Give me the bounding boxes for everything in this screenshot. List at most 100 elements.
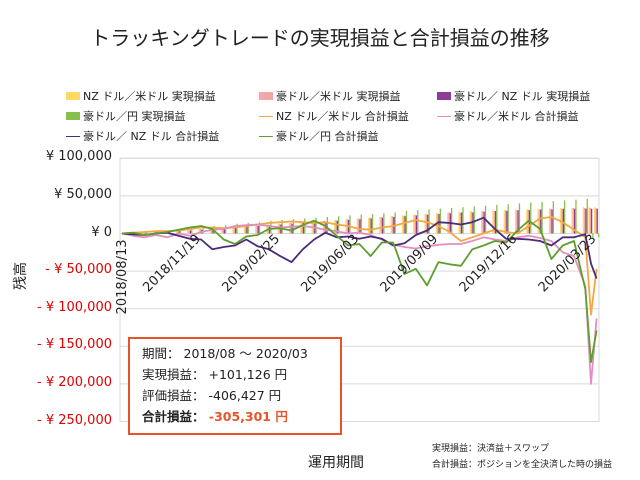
bar-1 (425, 213, 428, 234)
bar-0 (514, 209, 517, 234)
bar-0 (153, 231, 155, 234)
bar-2 (585, 208, 587, 234)
bar-2 (223, 228, 225, 234)
bar-3 (236, 223, 238, 234)
summary-total: 合計損益： -305,301 円 (142, 406, 340, 427)
summary-realized: 実現損益： +101,126 円 (142, 364, 340, 385)
bar-2 (415, 215, 418, 234)
bar-3 (179, 229, 182, 234)
bar-0 (379, 216, 381, 234)
unrealized-value: -406,427 円 (208, 388, 282, 403)
bar-2 (574, 208, 576, 234)
legend-label: 豪ドル／ NZ ドル 実現損益 (454, 90, 591, 103)
x-tick-label: 2018/08/13 (115, 240, 130, 315)
bar-2 (517, 210, 519, 234)
bar-0 (481, 210, 483, 234)
bar-0 (424, 213, 426, 234)
bar-3 (518, 203, 521, 234)
bar-0 (334, 219, 336, 234)
bar-0 (255, 225, 257, 234)
legend-line (259, 135, 273, 137)
y-tick-label: - ¥ 250,000 (37, 412, 112, 428)
legend-label: 豪ドル／米ドル 実現損益 (276, 90, 401, 103)
bar-1 (335, 219, 337, 234)
bar-1 (482, 210, 484, 234)
legend-label: 豪ドル／円 実現損益 (83, 110, 186, 123)
bar-1 (358, 218, 360, 234)
legend-item: 豪ドル／米ドル 実現損益 (259, 88, 401, 104)
bar-3 (383, 213, 385, 234)
bar-1 (572, 207, 574, 234)
plot-border (119, 157, 600, 423)
bar-1 (256, 225, 258, 234)
bar-1 (459, 212, 461, 234)
bar-3 (202, 227, 204, 234)
bar-3 (462, 207, 464, 234)
bar-0 (266, 224, 268, 234)
legend-line (66, 135, 80, 137)
bar-2 (257, 225, 259, 234)
bar-0 (221, 227, 223, 234)
x-tick-label: 2019/06/03 (299, 232, 363, 296)
bar-2 (370, 218, 372, 234)
bar-2 (438, 213, 440, 234)
bar-0 (356, 218, 358, 234)
bar-0 (401, 215, 404, 234)
bar-1 (369, 217, 371, 234)
bar-3 (592, 233, 594, 238)
y-tick-label: ¥ 50,000 (54, 186, 112, 202)
bar-2 (246, 226, 248, 234)
period-label: 期間： (142, 346, 180, 361)
bar-3 (473, 206, 475, 234)
bar-1 (595, 207, 597, 234)
bar-1 (504, 210, 507, 234)
bar-2 (506, 210, 508, 234)
bar-2 (461, 212, 463, 234)
bar-3 (428, 209, 430, 234)
bar-1 (324, 220, 326, 234)
x-tick-label: 2018/11/19 (140, 232, 204, 296)
y-tick-label: ¥ 0 (91, 224, 112, 240)
bar-3 (439, 208, 441, 234)
bar-2 (590, 208, 593, 234)
x-tick-label: 2019/12/16 (457, 232, 521, 296)
total-value: -305,301 円 (208, 409, 288, 424)
bar-1 (301, 222, 303, 234)
legend-label: NZ ドル／米ドル 合計損益 (276, 110, 409, 123)
legend-line (437, 115, 451, 117)
y-tick-label: - ¥ 100,000 (37, 299, 112, 315)
bar-2 (189, 230, 192, 234)
bar-3 (417, 210, 419, 234)
bar-2 (302, 222, 305, 234)
bar-3 (451, 207, 453, 234)
bar-2 (472, 212, 474, 234)
bar-0 (503, 210, 505, 234)
bar-3 (597, 233, 600, 238)
bar-0 (300, 222, 302, 234)
bar-0 (232, 226, 234, 234)
summary-unrealized: 評価損益： -406,427 円 (142, 385, 340, 406)
x-axis-label: 運用期間 (308, 455, 364, 471)
line-series-1 (121, 223, 598, 385)
bar-0 (119, 233, 121, 234)
period-value: 2018/08 ～ 2020/03 (183, 346, 308, 361)
bar-1 (584, 207, 586, 234)
bar-1 (380, 216, 382, 234)
bar-3 (371, 213, 374, 234)
bar-0 (322, 220, 325, 234)
bar-1 (188, 229, 190, 234)
bar-1 (211, 228, 213, 234)
bar-1 (199, 228, 202, 234)
bar-3 (496, 204, 498, 234)
legend-line (259, 115, 273, 117)
bar-3 (326, 216, 328, 234)
legend-item: 豪ドル／円 合計損益 (259, 128, 379, 144)
bar-0 (458, 211, 460, 234)
legend-swatch (66, 112, 80, 120)
bar-1 (245, 225, 247, 234)
legend-item: 豪ドル／米ドル 合計損益 (437, 108, 579, 124)
bar-3 (507, 204, 509, 234)
bar-3 (564, 200, 566, 234)
y-tick-label: - ¥ 50,000 (45, 262, 112, 278)
bar-2 (494, 210, 497, 234)
